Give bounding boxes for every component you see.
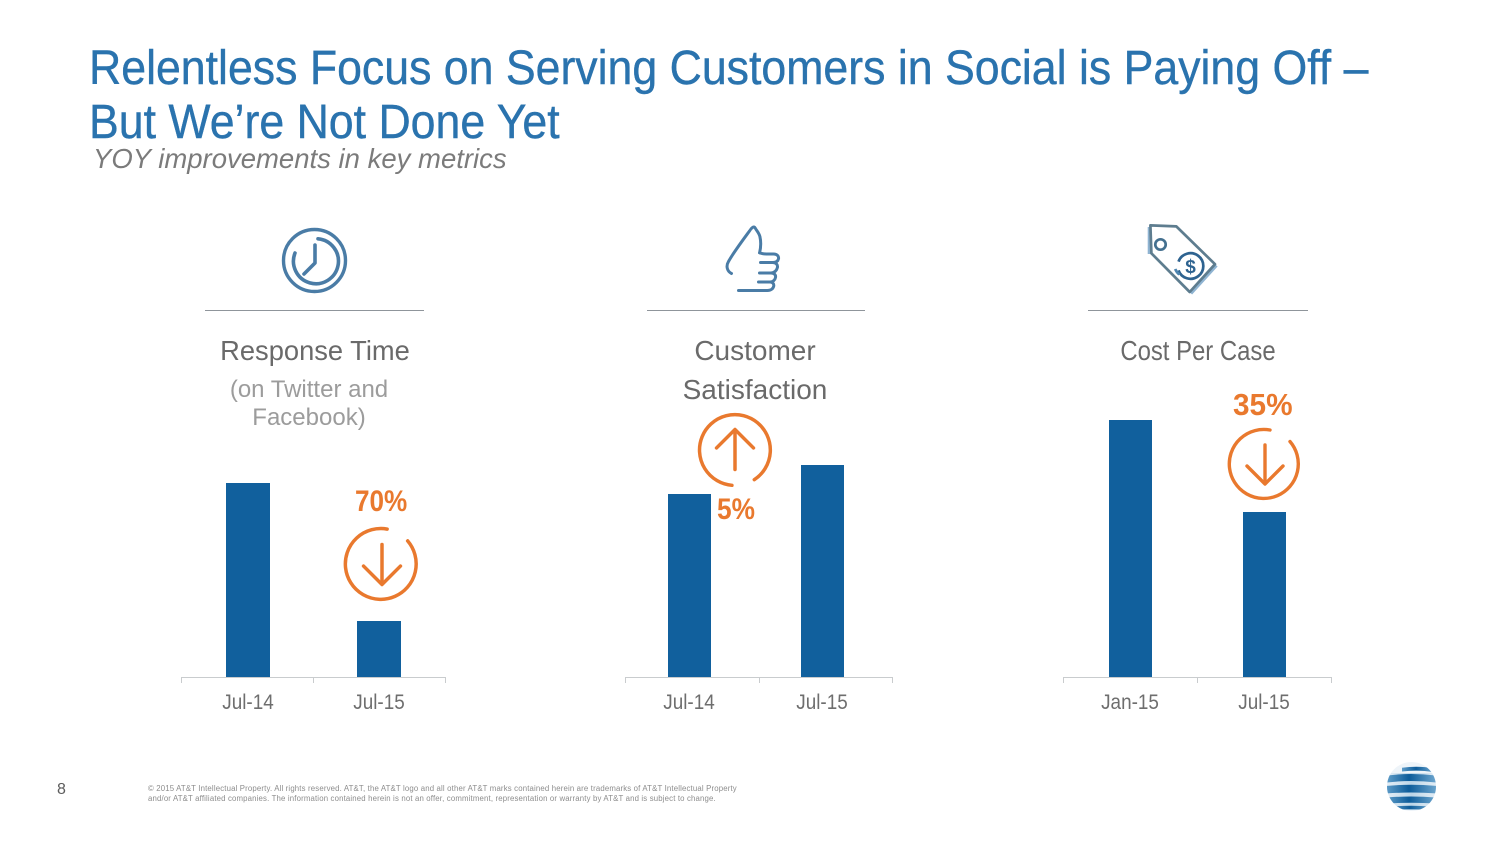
svg-text:$: $ bbox=[1185, 257, 1196, 278]
